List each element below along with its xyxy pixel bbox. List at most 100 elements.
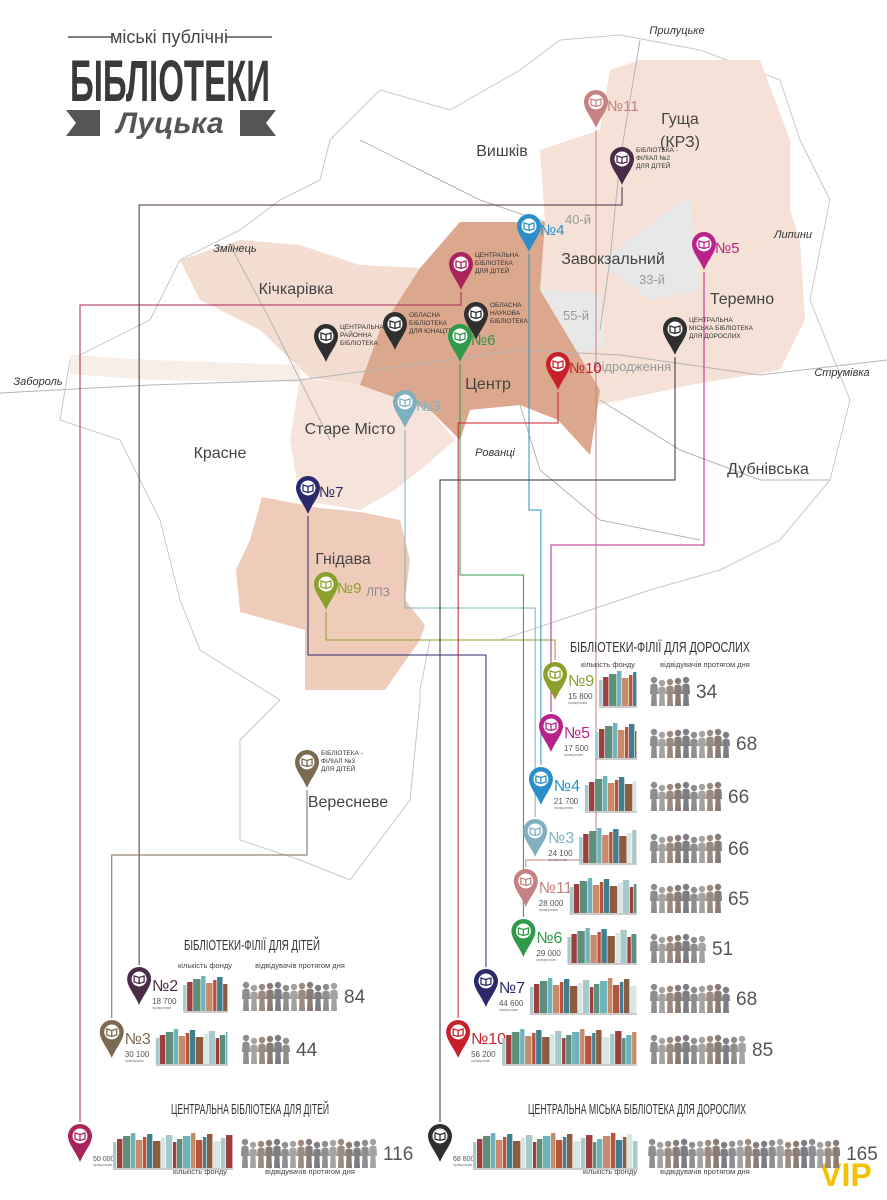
person-head [696,1140,704,1148]
book [526,1135,533,1168]
person-body [706,991,714,1013]
person-head [361,1139,369,1147]
marker-label: РАЙОННА [340,330,372,339]
book [536,1030,542,1064]
library-name: №11 [539,880,573,897]
person-body [281,1148,289,1168]
fund-unit: примірників [568,701,587,705]
person-body [698,992,706,1013]
person-head [706,984,714,992]
book [143,1137,147,1168]
city: Луцька [114,107,223,140]
person-head [369,1138,377,1146]
person-head [650,833,658,841]
person-head [241,1138,249,1146]
person-body [672,1146,681,1168]
book [579,837,583,863]
person-head [690,886,698,894]
book [566,1035,572,1064]
person-body [313,1148,321,1168]
fund-label: 50 000 [93,1156,115,1163]
person-head [250,984,258,992]
person-head [345,1141,353,1149]
book [617,883,623,913]
marker-label: №10 [569,360,602,377]
roads [0,39,887,541]
person-body [816,1148,825,1168]
book [183,1136,191,1168]
person-body [314,991,322,1011]
book [596,1030,602,1064]
person-body [266,989,274,1011]
library-name: №10 [471,1031,506,1048]
person-head [682,933,690,941]
person-head [242,981,250,989]
person-body [784,1148,793,1168]
library-name: №4 [554,778,580,795]
district-label: Красне [194,445,247,462]
book [629,675,633,706]
person-body [650,990,658,1013]
person-body [297,1146,305,1168]
book [537,1139,543,1168]
person-head [784,1141,792,1149]
region [180,240,420,385]
person-head [257,1140,265,1148]
marker-label: ДЛЯ ДІТЕЙ [475,266,510,275]
book [525,1036,532,1064]
person-head [658,731,666,739]
book [624,784,633,811]
book [567,1134,573,1168]
book [618,730,625,758]
marker-label: №7 [319,484,343,501]
person-head [658,1037,666,1045]
book [590,935,597,963]
column-label: відвідувачів протягом дня [660,660,750,669]
book-icon [106,1028,118,1038]
person-head [666,678,674,686]
book [603,1136,611,1168]
book-icon [545,722,557,732]
ribbon [240,110,276,136]
book-icon [133,975,145,985]
book [586,1135,593,1168]
person-head [690,936,698,944]
book [491,1133,496,1168]
person-head [714,728,722,736]
person-body [322,990,330,1011]
book-stack [599,671,637,708]
visitor-count: 51 [712,939,733,960]
person-body [728,1147,737,1168]
person-head [289,1140,297,1148]
marker-label: БІБЛІОТЕКА [490,318,529,325]
district-label: Дубнівська [727,461,809,478]
person-body [674,891,682,913]
district-label: Завокзальний [561,251,665,268]
person-body [706,891,714,913]
book [573,1141,581,1168]
book [593,984,600,1013]
person-body [714,840,722,863]
person-body [258,990,266,1011]
book [632,830,637,863]
book [217,977,223,1011]
marker-label: МІСЬКА БІБЛІОТЕКА [689,325,754,332]
person-body [274,988,282,1011]
person-body [250,1044,258,1064]
person-body [752,1148,761,1168]
visitor-count: 65 [728,889,749,910]
book [620,930,627,963]
fund-unit: примірників [554,806,573,810]
fund-unit: примірників [499,1008,518,1012]
book [599,729,605,758]
person-body [698,1043,706,1064]
book [512,1032,520,1064]
person-head [698,835,706,843]
library-name: №6 [536,930,562,947]
person-head [698,935,706,943]
person-body [704,1146,713,1168]
book [618,777,625,811]
marker-label: БІБЛІОТЕКА [340,340,379,347]
person-head [666,730,674,738]
